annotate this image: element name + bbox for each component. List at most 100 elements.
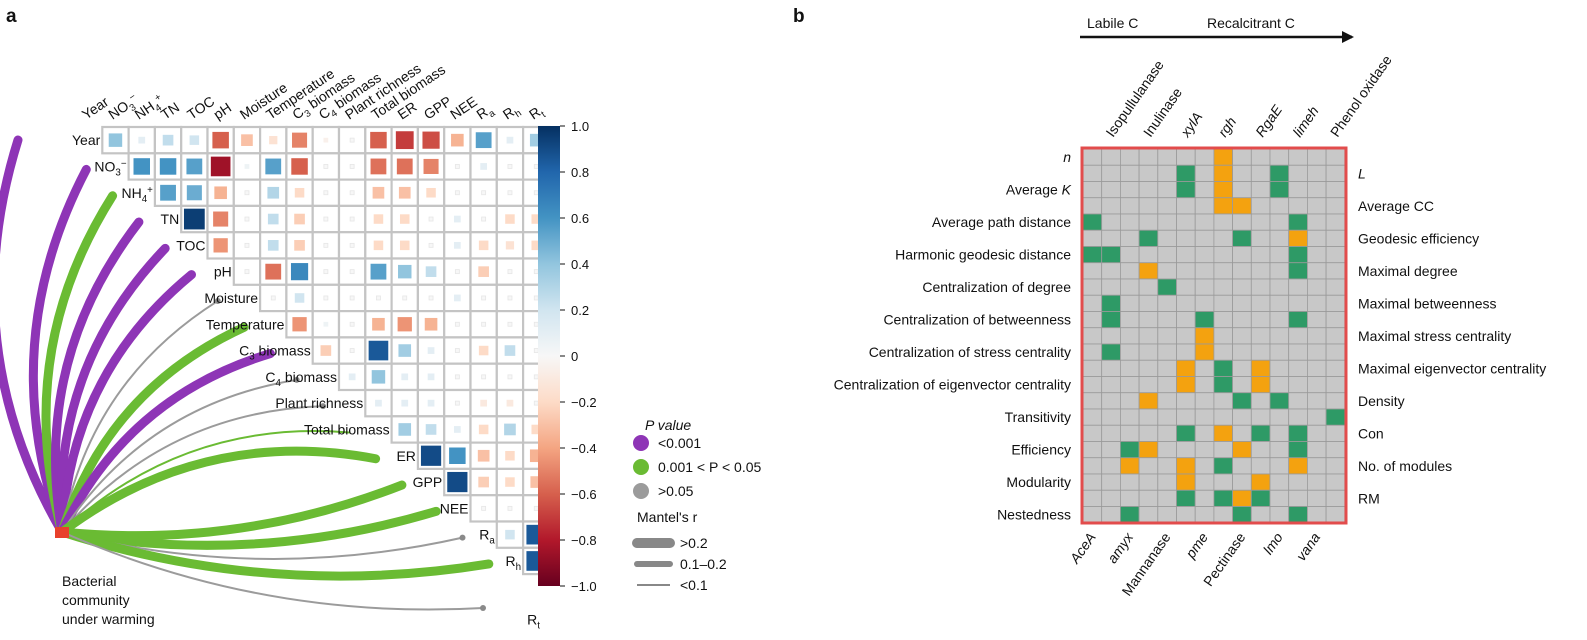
gene-cell (1101, 408, 1121, 426)
gene-cell (1232, 424, 1252, 442)
correlation-square (244, 269, 250, 275)
correlation-square (454, 164, 460, 169)
row-label-toc: TOC (176, 237, 205, 253)
correlation-square (401, 399, 409, 407)
gene-cell (1176, 424, 1196, 442)
gene-cell (1138, 457, 1159, 475)
gene-cell (1101, 376, 1121, 394)
matrix-cell (390, 178, 420, 208)
gene-cell (1325, 246, 1346, 264)
correlation-square (401, 373, 409, 381)
gene-cell (1120, 148, 1140, 166)
gene-label-amyx: amyx (1104, 529, 1137, 566)
row-label-rm: RM (1358, 490, 1380, 506)
gene-cell (1250, 294, 1271, 312)
correlation-square (454, 269, 460, 275)
gene-cell (1101, 327, 1121, 345)
gene-cell (1213, 197, 1234, 215)
gene-cell (1250, 392, 1271, 410)
correlation-square (270, 295, 276, 301)
gene-cell (1325, 197, 1346, 215)
gene-cell (1120, 343, 1140, 361)
correlation-square (291, 158, 308, 175)
gene-cell (1194, 229, 1215, 247)
gene-cell (1250, 246, 1271, 264)
colorbar-tick-label: −0.2 (571, 395, 597, 410)
gene-cell (1213, 359, 1234, 377)
correlation-square (213, 238, 228, 253)
correlation-square (294, 187, 305, 198)
gene-cell (1082, 229, 1103, 247)
mantel-link-moisture (61, 299, 219, 533)
gene-cell (1325, 408, 1346, 426)
gene-cell (1138, 343, 1159, 361)
gene-cell (1250, 311, 1271, 329)
svg-text:Year: Year (72, 132, 101, 148)
correlation-square (349, 295, 355, 301)
gene-label-rgh: rgh (1215, 114, 1240, 140)
matrix-cell (364, 362, 393, 392)
gene-label-phenol-oxidase: Phenol oxidase (1327, 52, 1395, 140)
row-label-maximal-betweenness: Maximal betweenness (1358, 295, 1497, 311)
correlation-square (453, 241, 461, 249)
gene-cell (1082, 278, 1103, 296)
gene-cell (1250, 343, 1271, 361)
svg-text:Total biomass: Total biomass (304, 421, 390, 437)
gene-cell (1307, 457, 1327, 475)
gene-cell (1213, 164, 1234, 182)
gene-cell (1288, 506, 1308, 524)
gene-label-lmo: lmo (1260, 529, 1286, 557)
colorbar-tick-label: −1.0 (571, 579, 597, 594)
row-label-harmonic-geodesic-distance: Harmonic geodesic distance (895, 247, 1071, 263)
correlation-square (372, 186, 385, 199)
mantel-link-tn (51, 217, 144, 537)
gene-cell (1250, 278, 1271, 296)
correlation-square (398, 344, 412, 357)
correlation-square (481, 374, 487, 380)
correlation-square (420, 445, 442, 466)
gene-cell (1157, 327, 1177, 345)
row-labels-left: n Average K Average path distance Harmonic … (834, 149, 1072, 523)
gene-cell (1288, 164, 1308, 182)
row-label-ra: Ra (479, 527, 495, 547)
gene-cell (1157, 343, 1177, 361)
gene-cell (1157, 278, 1177, 296)
gene-cell (1082, 359, 1103, 377)
gene-cell (1194, 408, 1215, 426)
correlation-square (507, 269, 513, 275)
gene-cell (1194, 294, 1215, 312)
correlation-square (505, 477, 515, 487)
mantel-link-rt (61, 531, 484, 611)
legend-swatch-p3 (633, 483, 649, 499)
row-label-nee: NEE (440, 500, 469, 516)
correlation-square (290, 263, 309, 281)
correlation-square (428, 242, 434, 248)
gene-cell (1138, 408, 1159, 426)
gene-cell (1176, 376, 1196, 394)
correlation-square (533, 505, 539, 511)
gene-cell (1176, 489, 1196, 507)
correlation-square (533, 164, 539, 169)
gene-cell (1213, 148, 1234, 166)
gene-cell (1194, 311, 1215, 329)
correlation-square (478, 240, 489, 251)
gene-cell (1307, 408, 1327, 426)
gene-cell (1269, 311, 1290, 329)
gene-cell (1232, 457, 1252, 475)
gene-cell (1138, 148, 1159, 166)
correlation-square (477, 449, 490, 462)
gene-cell (1232, 408, 1252, 426)
gene-cell (1213, 294, 1234, 312)
gene-cell (1120, 408, 1140, 426)
gene-cell (1288, 311, 1308, 329)
row-label-maximal-stress-centrality: Maximal stress centrality (1358, 328, 1511, 344)
gene-cell (1269, 294, 1290, 312)
gene-cell (1176, 181, 1196, 199)
gene-label-rgae: RgaE (1252, 101, 1286, 139)
svg-text:ER: ER (396, 448, 415, 464)
gene-cell (1120, 262, 1140, 280)
correlation-square (267, 186, 280, 199)
correlation-square (505, 241, 515, 250)
gene-cell (1194, 278, 1215, 296)
gene-cell (1288, 489, 1308, 507)
